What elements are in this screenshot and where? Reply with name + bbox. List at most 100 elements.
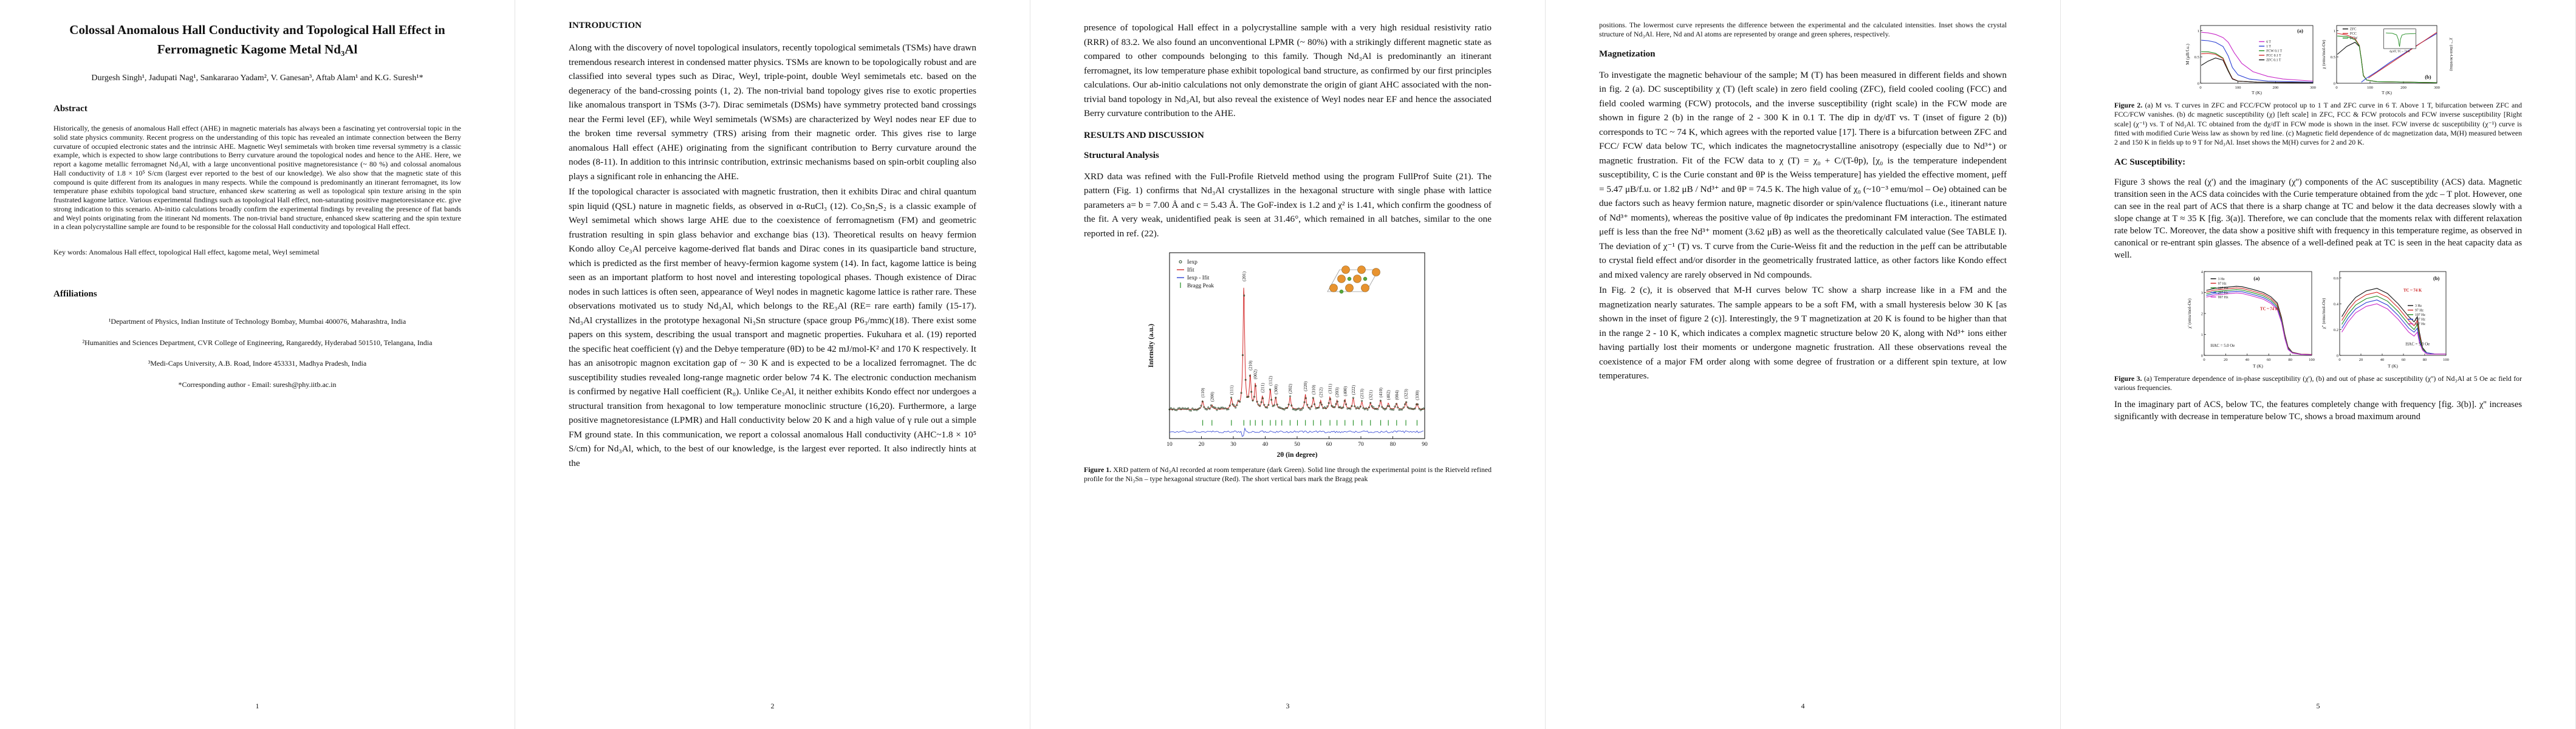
page-3: presence of topological Hall effect in a… — [1030, 0, 1546, 729]
svg-text:(203): (203) — [1334, 387, 1340, 397]
page-number-1: 1 — [255, 702, 259, 710]
svg-text:90: 90 — [1422, 442, 1428, 448]
structural-paragraph: XRD data was refined with the Full-Profi… — [1084, 171, 1492, 239]
svg-text:ZFC: ZFC — [2349, 28, 2356, 32]
svg-text:T (K): T (K) — [2253, 363, 2263, 369]
affiliation-1: ¹Department of Physics, Indian Institute… — [108, 317, 406, 326]
svg-text:40: 40 — [1262, 442, 1268, 448]
svg-text:20: 20 — [2358, 358, 2363, 362]
svg-text:60: 60 — [1326, 442, 1332, 448]
figure-3-panel-a: 0 20 40 60 80 100 0 1 2 3 4 T (K) χ' (emu/mol-Oe) 3 H… — [2187, 270, 2315, 369]
affiliations-heading: Affiliations — [53, 289, 97, 299]
svg-text:(210): (210) — [1247, 360, 1253, 371]
svg-text:100: 100 — [2367, 86, 2373, 90]
svg-text:297 Hz: 297 Hz — [2218, 291, 2228, 295]
svg-text:0.4: 0.4 — [2333, 302, 2338, 306]
svg-text:Iexp: Iexp — [1187, 259, 1197, 265]
svg-text:(213): (213) — [1359, 389, 1365, 399]
svg-text:0.2: 0.2 — [2333, 327, 2338, 332]
svg-text:(311): (311) — [1327, 383, 1332, 393]
magnetization-paragraph-1: To investigate the magnetic behaviour of… — [1599, 69, 2007, 280]
svg-text:HAC = 5.0 Oe: HAC = 5.0 Oe — [2405, 342, 2430, 346]
svg-text:HAC = 5.0 Oe: HAC = 5.0 Oe — [2210, 344, 2235, 348]
svg-text:(222): (222) — [1350, 385, 1355, 395]
svg-text:40: 40 — [2245, 358, 2249, 362]
figure-1: 10 20 30 40 50 60 70 80 90 2θ (in degree) Intensit… — [1084, 249, 1492, 460]
svg-text:0: 0 — [2335, 86, 2337, 90]
svg-text:300: 300 — [2310, 86, 2316, 90]
abstract-text: Historically, the genesis of anomalous H… — [53, 124, 461, 231]
svg-text:80: 80 — [2422, 358, 2427, 362]
keywords-line: Key words: Anomalous Hall effect, topolo… — [53, 248, 320, 256]
svg-text:FCW 0.1 T: FCW 0.1 T — [2266, 50, 2282, 53]
figure-2-caption-text: (a) M vs. T curves in ZFC and FCC/FCW pr… — [2114, 101, 2523, 147]
svg-text:(211): (211) — [1259, 383, 1265, 392]
introduction-heading: INTRODUCTION — [569, 21, 642, 30]
svg-text:1 T: 1 T — [2266, 45, 2271, 49]
svg-text:(002): (002) — [1252, 369, 1258, 380]
figure-1-caption-continuation: positions. The lowermost curve represent… — [1599, 21, 2007, 39]
svg-text:0: 0 — [2197, 81, 2199, 86]
svg-text:ZFC 0.1 T: ZFC 0.1 T — [2266, 59, 2281, 63]
svg-text:100: 100 — [2443, 358, 2449, 362]
svg-text:FCW: FCW — [2349, 37, 2357, 41]
svg-text:1: 1 — [2333, 29, 2335, 33]
svg-text:80: 80 — [2288, 358, 2292, 362]
svg-text:dχ/dT, TC ~ 74 K: dχ/dT, TC ~ 74 K — [2389, 50, 2410, 53]
affiliation-3: ³Medi-Caps University, A.B. Road, Indore… — [148, 359, 367, 368]
ac-susceptibility-heading: AC Susceptibility: — [2114, 157, 2186, 167]
figure-1-xrd-chart: 10 20 30 40 50 60 70 80 90 2θ (in degree) Intensit… — [1148, 252, 1428, 459]
svg-text:0: 0 — [2338, 358, 2340, 362]
svg-text:20: 20 — [1198, 442, 1204, 448]
svg-text:(330): (330) — [1414, 390, 1419, 400]
svg-text:Ifit: Ifit — [1187, 267, 1194, 273]
svg-text:97 Hz: 97 Hz — [2415, 309, 2424, 312]
svg-text:200: 200 — [2400, 86, 2406, 90]
svg-text:197 Hz: 197 Hz — [2218, 286, 2228, 290]
svg-text:χ (emu/mol-Oe): χ (emu/mol-Oe) — [2321, 39, 2326, 69]
svg-text:0: 0 — [2203, 358, 2205, 362]
svg-text:(b): (b) — [2433, 275, 2440, 281]
svg-text:300: 300 — [2434, 86, 2440, 90]
svg-text:100: 100 — [2235, 86, 2241, 90]
intro-paragraph-3: presence of topological Hall effect in a… — [1084, 22, 1492, 118]
svg-text:T (K): T (K) — [2388, 363, 2398, 369]
svg-text:60: 60 — [2401, 358, 2405, 362]
magnetization-paragraph-2: In Fig. 2 (c), it is observed that M-H c… — [1599, 285, 2007, 382]
svg-text:30: 30 — [1230, 442, 1236, 448]
svg-text:0: 0 — [2199, 86, 2201, 90]
svg-text:20: 20 — [2224, 358, 2228, 362]
magnetization-heading: Magnetization — [1599, 49, 1656, 59]
page-number-2: 2 — [770, 702, 775, 710]
svg-text:(110): (110) — [1200, 388, 1205, 397]
svg-text:0: 0 — [2336, 354, 2338, 358]
figure-3-panel-b: 0 20 40 60 80 100 0 0.2 0.4 0.6 T (K) χ'' (emu/mol-… — [2321, 271, 2449, 369]
svg-text:Intensity (a.u.): Intensity (a.u.) — [1148, 324, 1155, 368]
corresponding-author-line: *Corresponding author - Email: suresh@ph… — [178, 380, 337, 389]
svg-text:(300): (300) — [1273, 384, 1278, 394]
svg-text:3 Hz: 3 Hz — [2218, 277, 2225, 281]
svg-text:0: 0 — [2333, 81, 2335, 86]
figure-1-caption-label: Figure 1. — [1084, 465, 1112, 474]
svg-text:χ' (emu/mol-Oe): χ' (emu/mol-Oe) — [2187, 298, 2192, 328]
svg-text:0: 0 — [2201, 354, 2202, 358]
svg-text:FCC: FCC — [2349, 32, 2356, 36]
svg-text:1: 1 — [2197, 29, 2199, 33]
page-2: INTRODUCTION Along with the discovery of… — [515, 0, 1030, 729]
svg-text:(a): (a) — [2253, 275, 2259, 281]
authors-line: Durgesh Singh¹, Jadupati Nag¹, Sankarara… — [91, 74, 423, 83]
svg-text:997 Hz: 997 Hz — [2218, 295, 2228, 299]
figure-3: 0 20 40 60 80 100 0 1 2 3 4 T (K) χ' (emu/mol-Oe) 3 H… — [2114, 267, 2522, 369]
svg-text:M (μB/f.u.): M (μB/f.u.) — [2185, 44, 2190, 65]
intro-paragraph-1: Along with the discovery of novel topolo… — [569, 43, 976, 182]
page-number-3: 3 — [1286, 702, 1290, 710]
figure-2-panel-b: 0 100 200 300 0 0.5 1 T (K) χ (emu/mol-Oe) χ⁻¹ (m… — [2321, 25, 2453, 95]
page-number-4: 4 — [1801, 702, 1805, 710]
svg-text:0.5: 0.5 — [2330, 55, 2335, 60]
svg-text:Bragg Peak: Bragg Peak — [1187, 283, 1214, 289]
svg-text:50: 50 — [1294, 442, 1300, 448]
svg-text:Iexp - Ifit: Iexp - Ifit — [1187, 275, 1210, 281]
svg-text:(212): (212) — [1318, 387, 1323, 397]
svg-text:(202): (202) — [1287, 383, 1292, 394]
